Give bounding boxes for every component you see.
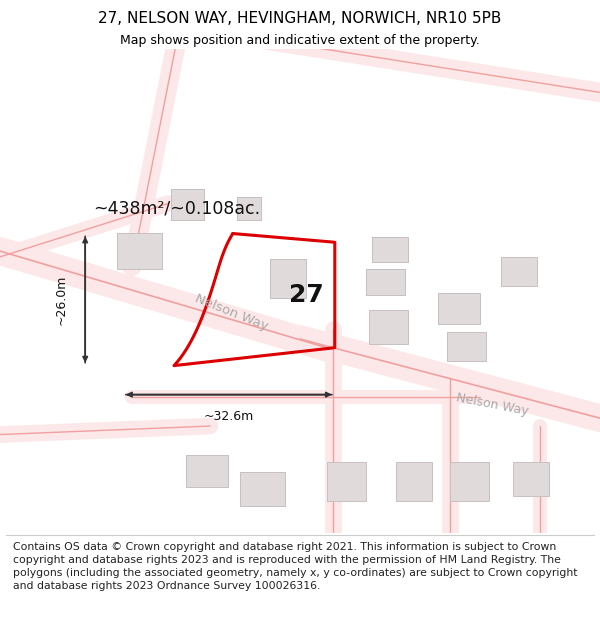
Bar <box>447 332 486 361</box>
Text: Nelson Way: Nelson Way <box>455 391 529 418</box>
Bar <box>237 198 261 221</box>
Bar <box>438 293 480 324</box>
Text: Nelson Way: Nelson Way <box>193 292 269 333</box>
Text: ~26.0m: ~26.0m <box>55 274 68 325</box>
Bar <box>396 462 432 501</box>
Bar <box>327 462 366 501</box>
Bar <box>372 238 408 262</box>
Bar <box>369 310 408 344</box>
Text: 27: 27 <box>289 284 323 308</box>
Bar <box>171 189 204 221</box>
Bar <box>270 259 306 298</box>
Bar <box>366 269 405 296</box>
Bar <box>501 257 537 286</box>
Bar <box>186 455 228 486</box>
Text: ~438m²/~0.108ac.: ~438m²/~0.108ac. <box>93 199 260 217</box>
Bar <box>450 462 489 501</box>
Text: Map shows position and indicative extent of the property.: Map shows position and indicative extent… <box>120 34 480 47</box>
Text: ~32.6m: ~32.6m <box>204 410 254 423</box>
Bar <box>513 462 549 496</box>
Bar <box>240 472 285 506</box>
Bar <box>117 232 162 269</box>
Text: 27, NELSON WAY, HEVINGHAM, NORWICH, NR10 5PB: 27, NELSON WAY, HEVINGHAM, NORWICH, NR10… <box>98 11 502 26</box>
Text: Contains OS data © Crown copyright and database right 2021. This information is : Contains OS data © Crown copyright and d… <box>13 542 578 591</box>
